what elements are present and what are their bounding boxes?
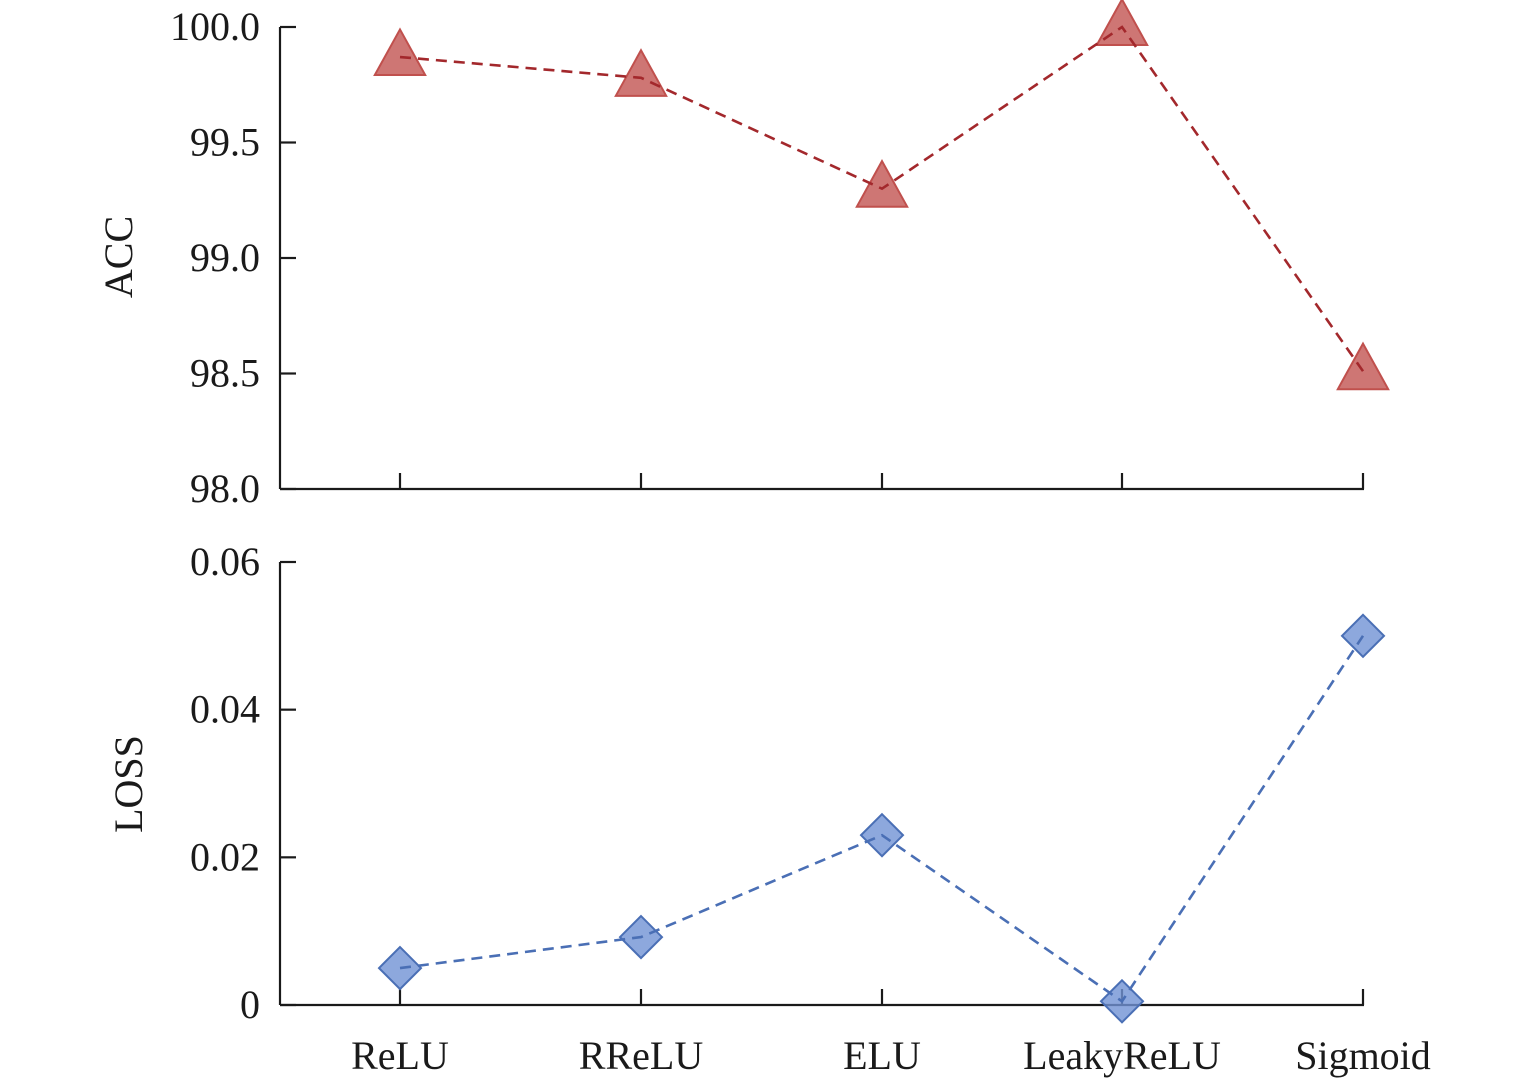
x-tick-label: ReLU <box>351 1033 449 1078</box>
series-line <box>399 25 1365 372</box>
series-line <box>399 635 1365 1004</box>
y-tick-label: 0.04 <box>190 687 260 732</box>
y-tick-label: 98.0 <box>190 466 260 511</box>
y-tick-label: 0.02 <box>190 834 260 879</box>
y-tick-label: 99.0 <box>190 235 260 280</box>
data-point-triangle <box>373 27 427 77</box>
acc-panel: 98.0 98.5 99.0 99.5 100.0 ACC <box>96 0 1390 511</box>
y-axis-label: ACC <box>96 216 141 298</box>
x-tick-label: LeakyReLU <box>1023 1033 1221 1078</box>
x-tick-label: ELU <box>843 1033 921 1078</box>
y-tick-label: 98.5 <box>190 351 260 396</box>
data-point-triangle <box>1336 341 1390 391</box>
y-tick-label: 99.5 <box>190 120 260 165</box>
data-point-triangle <box>1095 0 1149 46</box>
y-tick-label: 0 <box>240 982 260 1027</box>
data-point-triangle <box>855 159 909 208</box>
loss-panel: 0 0.02 0.04 0.06 LOSS ReLU RReLU ELU LeakyReLU Si… <box>106 539 1431 1078</box>
y-tick-label: 100.0 <box>170 4 260 49</box>
data-point-triangle <box>614 48 668 97</box>
y-tick-label: 0.06 <box>190 539 260 584</box>
y-axis-label: LOSS <box>106 735 151 833</box>
x-tick-label: RReLU <box>579 1033 704 1078</box>
x-tick-label: Sigmoid <box>1295 1033 1431 1078</box>
